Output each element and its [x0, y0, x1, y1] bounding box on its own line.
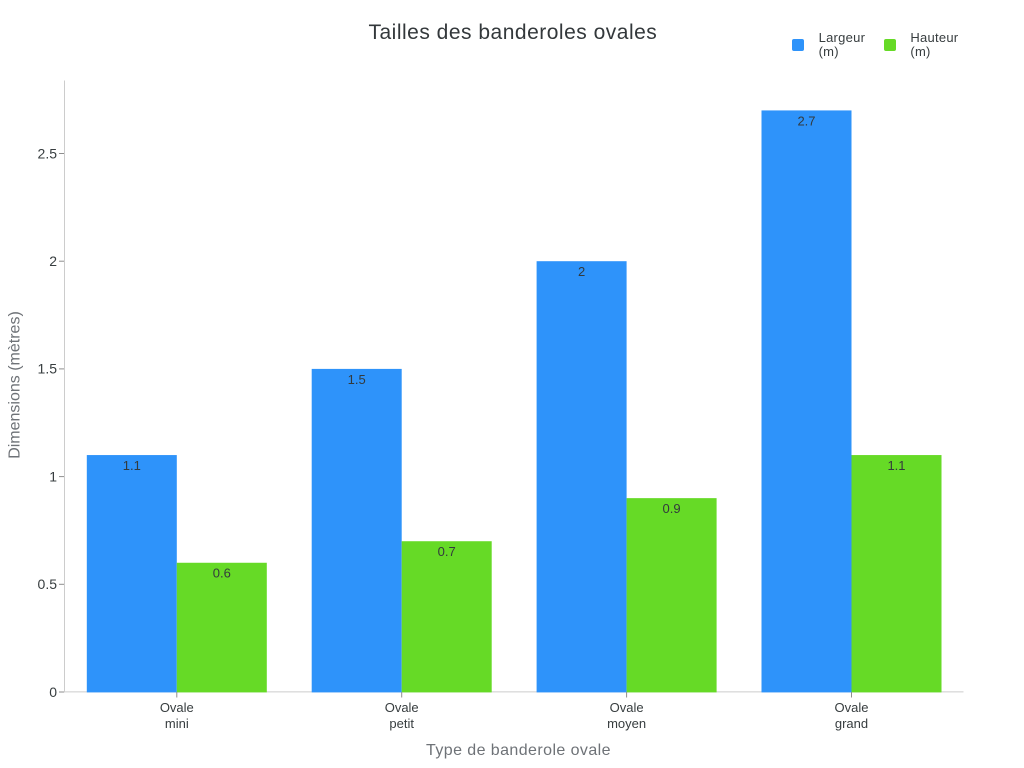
svg-text:1.1: 1.1 — [123, 458, 141, 473]
svg-text:Ovale: Ovale — [835, 700, 869, 715]
svg-text:1.1: 1.1 — [887, 458, 905, 473]
svg-text:0: 0 — [49, 684, 57, 700]
svg-text:(m): (m) — [819, 44, 839, 59]
svg-text:Largeur: Largeur — [819, 30, 866, 45]
svg-text:Type de banderole ovale: Type de banderole ovale — [426, 742, 611, 759]
svg-text:0.7: 0.7 — [438, 544, 456, 559]
svg-text:moyen: moyen — [607, 716, 646, 731]
svg-text:(m): (m) — [910, 44, 930, 59]
svg-text:0.6: 0.6 — [213, 566, 231, 581]
svg-text:Ovale: Ovale — [160, 700, 194, 715]
svg-text:Ovale: Ovale — [610, 700, 644, 715]
svg-text:0.9: 0.9 — [663, 501, 681, 516]
svg-text:1.5: 1.5 — [38, 361, 58, 377]
svg-text:2.5: 2.5 — [38, 145, 58, 161]
svg-text:2.7: 2.7 — [797, 113, 815, 128]
svg-text:2: 2 — [49, 253, 57, 269]
svg-text:2: 2 — [578, 264, 585, 279]
svg-text:0.5: 0.5 — [38, 576, 58, 592]
svg-text:Dimensions (mètres): Dimensions (mètres) — [6, 311, 23, 459]
svg-text:grand: grand — [835, 716, 868, 731]
svg-text:Ovale: Ovale — [385, 700, 419, 715]
svg-text:1: 1 — [49, 468, 57, 484]
svg-text:Hauteur: Hauteur — [910, 30, 958, 45]
svg-text:1.5: 1.5 — [348, 372, 366, 387]
svg-text:Tailles des banderoles ovales: Tailles des banderoles ovales — [368, 21, 657, 44]
svg-text:mini: mini — [165, 716, 189, 731]
svg-text:petit: petit — [389, 716, 414, 731]
